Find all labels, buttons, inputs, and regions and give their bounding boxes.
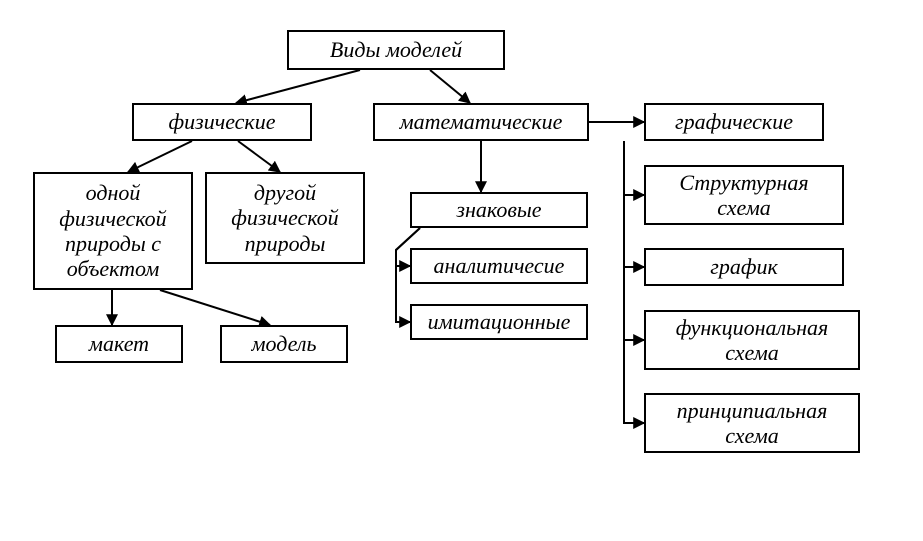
edge-graphical-to-func_scheme: [624, 141, 644, 340]
node-label: принципиальная схема: [652, 398, 852, 449]
node-label: аналитичесие: [434, 253, 565, 278]
edge-graphical-to-struct_scheme: [624, 141, 644, 195]
edge-same_nature-to-model: [160, 290, 270, 325]
node-label: имитационные: [428, 309, 571, 334]
diagram-canvas: Виды моделей физические математические г…: [0, 0, 923, 541]
node-other-nature: другой физической природы: [205, 172, 365, 264]
edge-root-to-mathematical: [430, 70, 470, 103]
node-maket: макет: [55, 325, 183, 363]
node-func-scheme: функциональная схема: [644, 310, 860, 370]
edge-physical-to-same_nature: [128, 141, 192, 172]
edge-graphical-to-principal_scheme: [624, 141, 644, 423]
node-graphical: графические: [644, 103, 824, 141]
node-label: Виды моделей: [330, 37, 462, 62]
node-label: макет: [89, 331, 149, 356]
node-label: график: [710, 254, 778, 279]
node-label: другой физической природы: [213, 180, 357, 256]
node-label: одной физической природы с объектом: [41, 180, 185, 281]
node-label: физические: [169, 109, 276, 134]
node-struct-scheme: Структурная схема: [644, 165, 844, 225]
node-graph: график: [644, 248, 844, 286]
node-label: знаковые: [456, 197, 541, 222]
node-mathematical: математические: [373, 103, 589, 141]
node-same-nature: одной физической природы с объектом: [33, 172, 193, 290]
node-model: модель: [220, 325, 348, 363]
node-principal-scheme: принципиальная схема: [644, 393, 860, 453]
node-label: математические: [400, 109, 563, 134]
node-analytic: аналитичесие: [410, 248, 588, 284]
node-physical: физические: [132, 103, 312, 141]
edge-physical-to-other_nature: [238, 141, 280, 172]
edge-graphical-to-graph: [624, 141, 644, 267]
edge-root-to-physical: [236, 70, 360, 103]
node-label: графические: [675, 109, 793, 134]
node-label: модель: [252, 331, 317, 356]
node-sign: знаковые: [410, 192, 588, 228]
node-label: функциональная схема: [652, 315, 852, 366]
node-label: Структурная схема: [652, 170, 836, 221]
node-root: Виды моделей: [287, 30, 505, 70]
node-simulation: имитационные: [410, 304, 588, 340]
